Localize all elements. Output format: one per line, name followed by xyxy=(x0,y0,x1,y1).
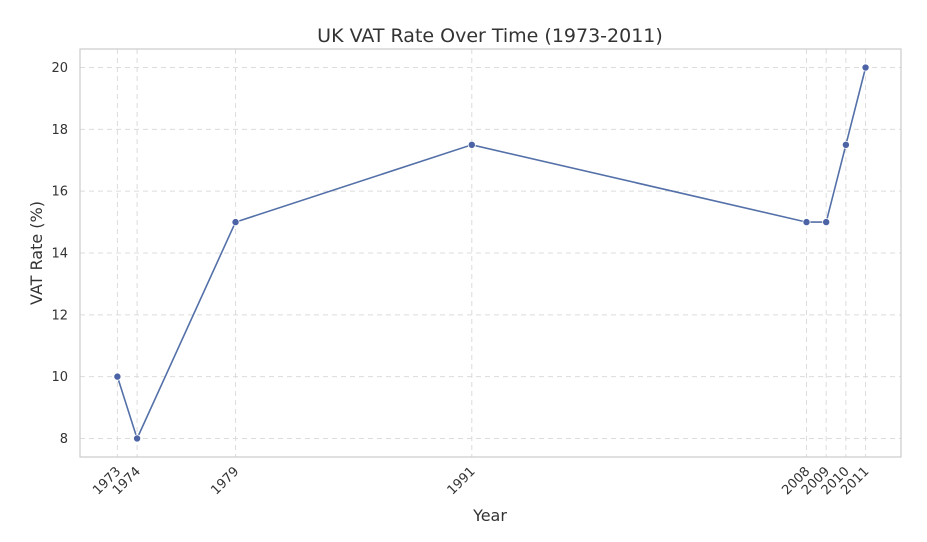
x-grid xyxy=(116,49,867,457)
y-tick-label: 20 xyxy=(51,61,68,76)
series-line xyxy=(116,67,867,441)
y-axis-title: VAT Rate (%) xyxy=(27,201,46,305)
plot-area xyxy=(79,48,902,458)
data-point xyxy=(861,63,870,72)
x-tick-label: 1979 xyxy=(208,464,242,498)
y-tick-label: 10 xyxy=(51,370,68,385)
y-grid xyxy=(80,67,901,439)
y-tick-label: 12 xyxy=(51,308,68,323)
data-point xyxy=(841,140,850,149)
y-tick-label: 16 xyxy=(51,185,68,200)
chart-title: UK VAT Rate Over Time (1973-2011) xyxy=(317,25,663,47)
data-point xyxy=(231,218,240,227)
data-point xyxy=(802,218,811,227)
y-tick-label: 18 xyxy=(51,123,68,138)
data-point xyxy=(467,140,476,149)
data-point xyxy=(133,434,142,443)
data-point xyxy=(113,372,122,381)
y-tick-label: 14 xyxy=(51,247,68,262)
x-axis-title: Year xyxy=(472,506,507,525)
x-tick-label: 1991 xyxy=(445,464,479,498)
data-points xyxy=(113,63,870,443)
data-point xyxy=(822,218,831,227)
y-tick-label: 8 xyxy=(60,432,68,447)
y-tick-labels: 8 10 12 14 16 18 20 xyxy=(51,61,68,447)
